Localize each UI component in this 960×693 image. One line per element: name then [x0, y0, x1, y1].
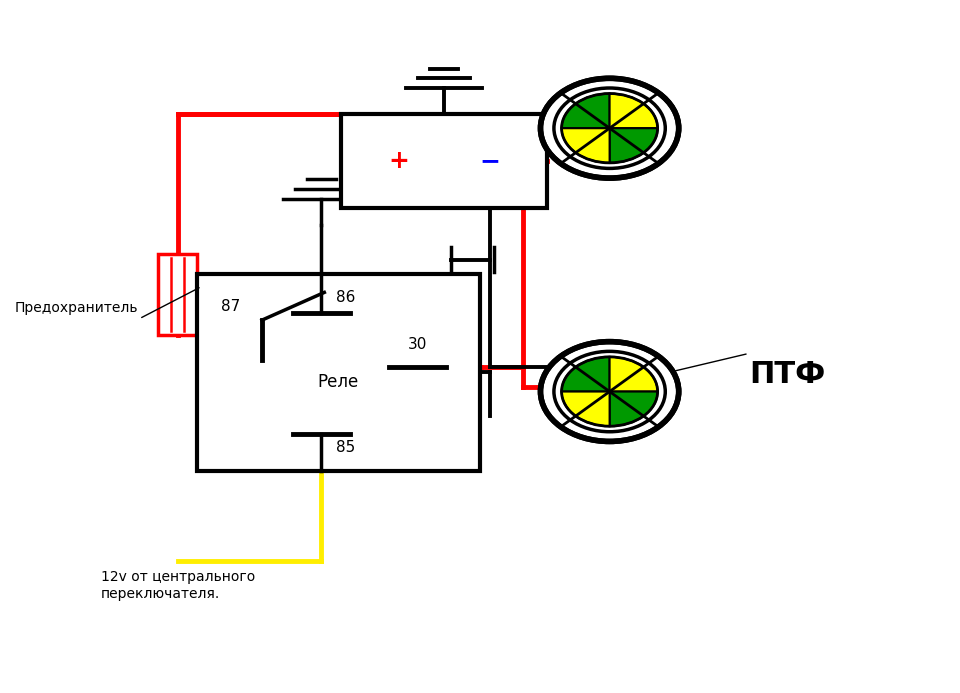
- Circle shape: [554, 351, 665, 432]
- Text: +: +: [388, 149, 409, 173]
- Bar: [158, 254, 197, 335]
- Text: Предохранитель: Предохранитель: [14, 301, 138, 315]
- Text: 87: 87: [221, 299, 240, 314]
- Wedge shape: [562, 392, 610, 426]
- Wedge shape: [610, 94, 658, 128]
- Bar: [341, 114, 547, 208]
- Circle shape: [540, 78, 679, 178]
- Bar: [197, 274, 480, 471]
- Wedge shape: [610, 128, 658, 163]
- Text: 30: 30: [408, 337, 427, 352]
- Wedge shape: [562, 128, 610, 163]
- Circle shape: [554, 88, 665, 168]
- Text: 85: 85: [336, 440, 355, 455]
- Text: −: −: [479, 149, 500, 173]
- Text: 86: 86: [336, 290, 355, 305]
- Text: 12v от центрального
переключателя.: 12v от центрального переключателя.: [101, 570, 255, 601]
- Wedge shape: [610, 357, 658, 392]
- Wedge shape: [610, 392, 658, 426]
- Text: Реле: Реле: [318, 374, 359, 392]
- Wedge shape: [562, 94, 610, 128]
- Text: ПТФ: ПТФ: [749, 360, 825, 389]
- Circle shape: [540, 342, 679, 441]
- Wedge shape: [562, 357, 610, 392]
